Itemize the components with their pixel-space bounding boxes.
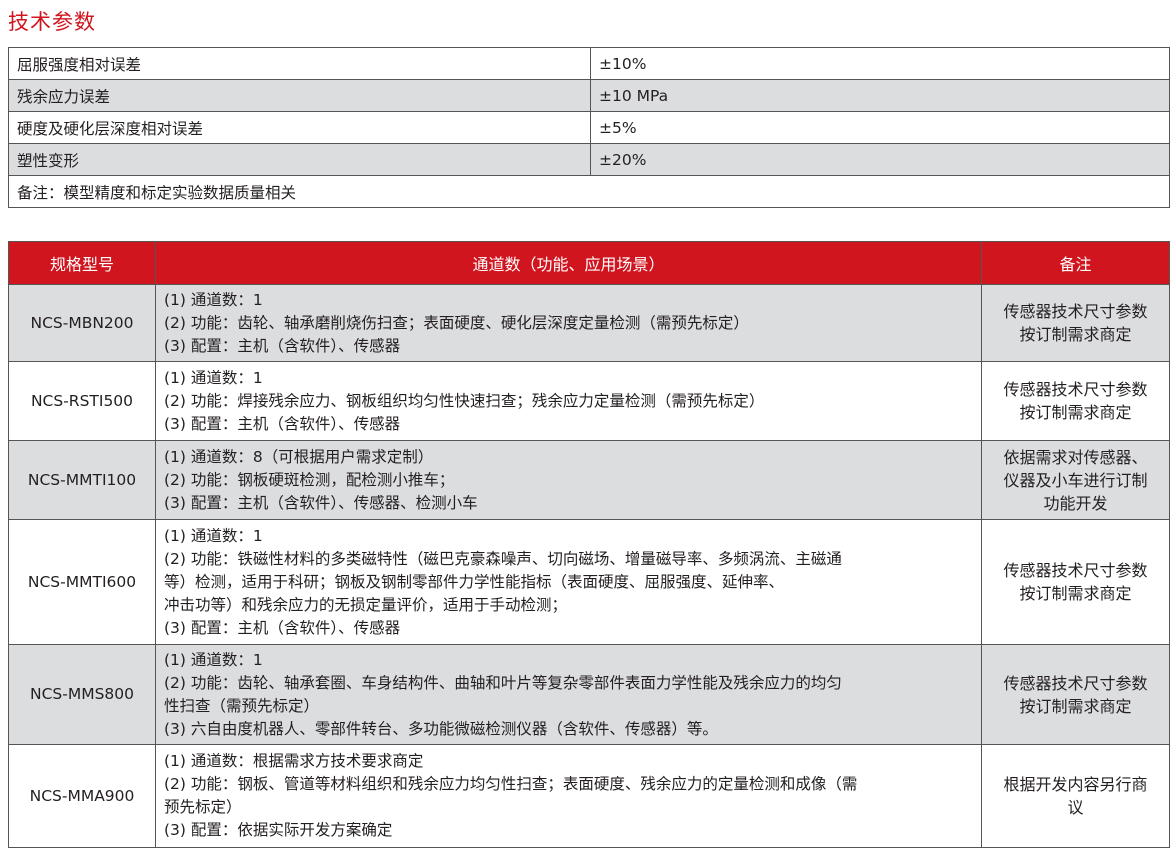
desc-line: (2) 功能：钢板、管道等材料组织和残余应力均匀性扫查；表面硬度、残余应力的定量… (164, 775, 858, 793)
desc-line: (3) 配置：主机（含软件）、传感器 (164, 414, 401, 433)
model-name: NCS-MMA900 (8, 744, 156, 848)
model-row: NCS-MBN200 (1) 通道数：1 (2) 功能：齿轮、轴承磨削烧伤扫查；表面… (8, 284, 1170, 362)
param-value: ±20% (590, 143, 1170, 176)
model-description: (1) 通道数：根据需求方技术要求商定 (2) 功能：钢板、管道等材料组织和残余应… (155, 744, 982, 848)
model-remark: 根据开发内容另行商议 (981, 744, 1170, 848)
model-description: (1) 通道数：1 (2) 功能：焊接残余应力、钢板组织均匀性快速扫查；残余应力定… (155, 361, 982, 441)
remark-line: 按订制需求商定 (1019, 403, 1132, 422)
desc-line: 性扫查（需预先标定） (164, 696, 320, 715)
remark-line: 功能开发 (1043, 493, 1108, 513)
desc-line: (1) 通道数：1 (164, 290, 263, 309)
model-row: NCS-MMTI600 (1) 通道数：1 (2) 功能：铁磁性材料的多类磁特性（磁… (8, 519, 1170, 645)
desc-line: 等）检测，适用于科研；钢板及钢制零部件力学性能指标（表面硬度、屈服强度、延伸率、 (164, 572, 785, 591)
desc-line: (3) 配置：主机（含软件）、传感器 (164, 618, 401, 637)
model-row: NCS-RSTI500 (1) 通道数：1 (2) 功能：焊接残余应力、钢板组织均匀… (8, 361, 1170, 441)
desc-line: 冲击功等）和残余应力的无损定量评价，适用于手动检测； (164, 595, 568, 614)
param-value: ±5% (590, 111, 1170, 144)
param-label: 塑性变形 (8, 143, 591, 176)
desc-line: (1) 通道数：1 (164, 526, 263, 545)
desc-line: (3) 配置：依据实际开发方案确定 (164, 821, 393, 839)
model-row: NCS-MMA900 (1) 通道数：根据需求方技术要求商定 (2) 功能：钢板、管… (8, 744, 1170, 848)
model-name: NCS-MBN200 (8, 284, 156, 362)
remark-line: 根据开发内容另行商 (1003, 775, 1148, 794)
note-text: 备注：模型精度和标定实验数据质量相关 (8, 175, 1170, 208)
desc-line: (1) 通道数：1 (164, 368, 263, 387)
model-name: NCS-RSTI500 (8, 361, 156, 441)
model-remark: 依据需求对传感器、 仪器及小车进行订制 功能开发 (981, 440, 1170, 520)
desc-line: (3) 配置：主机（含软件）、传感器 (164, 336, 401, 355)
header-model: 规格型号 (8, 241, 156, 285)
header-remark: 备注 (981, 241, 1170, 285)
desc-line: (2) 功能：焊接残余应力、钢板组织均匀性快速扫查；残余应力定量检测（需预先标定… (164, 391, 765, 410)
header-channels: 通道数（功能、应用场景） (155, 241, 982, 285)
remark-line: 依据需求对传感器、 (1003, 447, 1148, 467)
desc-line: (2) 功能：钢板硬斑检测，配检测小推车； (164, 470, 455, 489)
param-label: 残余应力误差 (8, 79, 591, 112)
desc-line: (3) 六自由度机器人、零部件转台、多功能微磁检测仪器（含软件、传感器）等。 (164, 719, 718, 738)
model-remark: 传感器技术尺寸参数 按订制需求商定 (981, 284, 1170, 362)
param-label: 硬度及硬化层深度相对误差 (8, 111, 591, 144)
remark-line: 按订制需求商定 (1019, 325, 1132, 344)
model-row: NCS-MMTI100 (1) 通道数：8（可根据用户需求定制） (2) 功能：钢板… (8, 440, 1170, 520)
model-description: (1) 通道数：1 (2) 功能：齿轮、轴承磨削烧伤扫查；表面硬度、硬化层深度定量… (155, 284, 982, 362)
section-title: 技术参数 (8, 10, 96, 34)
desc-line: (1) 通道数：根据需求方技术要求商定 (164, 752, 424, 770)
param-label: 屈服强度相对误差 (8, 47, 591, 80)
model-description: (1) 通道数：1 (2) 功能：铁磁性材料的多类磁特性（磁巴克豪森噪声、切向磁场… (155, 519, 982, 645)
remark-line: 传感器技术尺寸参数 (1003, 302, 1148, 321)
remark-line: 传感器技术尺寸参数 (1003, 561, 1148, 580)
model-row: NCS-MMS800 (1) 通道数：1 (2) 功能：齿轮、轴承套圈、车身结构件、… (8, 644, 1170, 745)
model-name: NCS-MMS800 (8, 644, 156, 745)
desc-line: (1) 通道数：1 (164, 650, 263, 669)
models-table: 规格型号 通道数（功能、应用场景） 备注 NCS-MBN200 (1) 通道数：1… (8, 241, 1170, 848)
model-description: (1) 通道数：1 (2) 功能：齿轮、轴承套圈、车身结构件、曲轴和叶片等复杂零部… (155, 644, 982, 745)
remark-line: 议 (1067, 798, 1084, 817)
desc-line: (3) 配置：主机（含软件）、传感器、检测小车 (164, 493, 478, 512)
remark-line: 传感器技术尺寸参数 (1003, 673, 1148, 693)
desc-line: (2) 功能：铁磁性材料的多类磁特性（磁巴克豪森噪声、切向磁场、增量磁导率、多频… (164, 549, 842, 568)
remark-line: 按订制需求商定 (1019, 584, 1132, 603)
remark-line: 仪器及小车进行订制 (1003, 470, 1148, 490)
model-name: NCS-MMTI600 (8, 519, 156, 645)
param-value: ±10% (590, 47, 1170, 80)
model-name: NCS-MMTI100 (8, 440, 156, 520)
tech-params-table: 屈服强度相对误差 ±10% 残余应力误差 ±10 MPa 硬度及硬化层深度相对误差 ±5%… (8, 47, 1170, 208)
model-remark: 传感器技术尺寸参数 按订制需求商定 (981, 361, 1170, 441)
desc-line: (1) 通道数：8（可根据用户需求定制） (164, 447, 434, 466)
param-row: 屈服强度相对误差 ±10% (8, 47, 1170, 80)
desc-line: (2) 功能：齿轮、轴承磨削烧伤扫查；表面硬度、硬化层深度定量检测（需预先标定） (164, 313, 749, 332)
model-remark: 传感器技术尺寸参数 按订制需求商定 (981, 519, 1170, 645)
model-description: (1) 通道数：8（可根据用户需求定制） (2) 功能：钢板硬斑检测，配检测小推车… (155, 440, 982, 520)
param-value: ±10 MPa (590, 79, 1170, 112)
param-row: 塑性变形 ±20% (8, 143, 1170, 176)
desc-line: 预先标定） (164, 798, 242, 816)
remark-line: 传感器技术尺寸参数 (1003, 380, 1148, 399)
model-remark: 传感器技术尺寸参数 按订制需求商定 (981, 644, 1170, 745)
param-row: 硬度及硬化层深度相对误差 ±5% (8, 111, 1170, 144)
param-row: 残余应力误差 ±10 MPa (8, 79, 1170, 112)
models-header-row: 规格型号 通道数（功能、应用场景） 备注 (8, 241, 1170, 285)
desc-line: (2) 功能：齿轮、轴承套圈、车身结构件、曲轴和叶片等复杂零部件表面力学性能及残… (164, 673, 842, 692)
remark-line: 按订制需求商定 (1019, 696, 1132, 716)
note-row: 备注：模型精度和标定实验数据质量相关 (8, 175, 1170, 208)
